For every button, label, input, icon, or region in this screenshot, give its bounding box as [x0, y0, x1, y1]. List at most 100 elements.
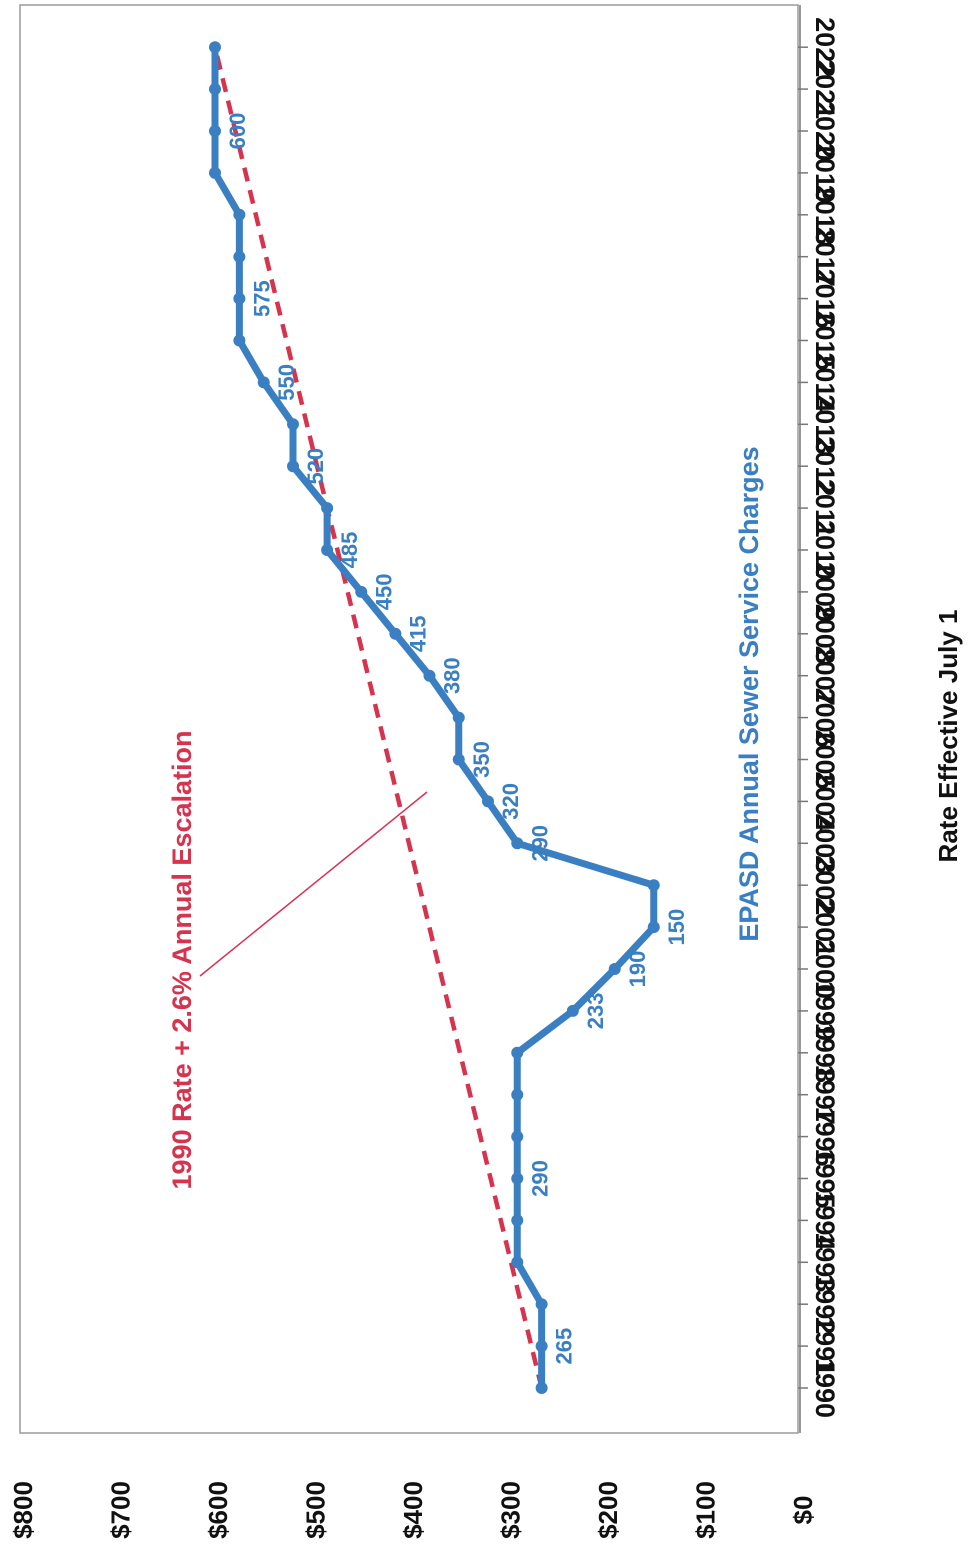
- value-tick-label: $700: [106, 1481, 136, 1539]
- epasd-data-point: [452, 711, 465, 724]
- year-tick-label: 1997: [810, 1065, 840, 1125]
- epasd-data-point: [482, 795, 494, 808]
- epasd-data-point: [209, 83, 221, 96]
- escalation-series-label: 1990 Rate + 2.6% Annual Escalation: [167, 731, 197, 1190]
- year-tick-label: 2012: [810, 436, 840, 496]
- epasd-data-point: [511, 1172, 524, 1185]
- data-label: 550: [274, 364, 299, 401]
- epasd-data-point: [647, 921, 660, 934]
- data-label: 350: [469, 741, 494, 778]
- year-tick-label: 2016: [810, 269, 840, 329]
- epasd-data-point: [511, 837, 524, 850]
- epasd-data-point: [321, 502, 334, 515]
- value-tick-label: $800: [8, 1481, 38, 1539]
- year-tick-label: 2004: [810, 771, 840, 831]
- year-tick-label: 2006: [810, 688, 840, 748]
- epasd-data-point: [233, 292, 246, 305]
- year-tick-label: 2010: [810, 520, 840, 580]
- year-tick-label: 2019: [810, 143, 840, 203]
- data-label: 600: [225, 113, 250, 150]
- year-tick-label: 1998: [810, 1023, 840, 1083]
- epasd-data-point: [423, 669, 436, 682]
- year-tick-label: 2021: [810, 59, 840, 119]
- data-label: 290: [527, 825, 552, 862]
- data-label: 450: [371, 574, 396, 611]
- epasd-series-label: EPASD Annual Sewer Service Charges: [734, 446, 764, 941]
- epasd-data-point: [257, 376, 270, 389]
- plot-area: [19, 4, 799, 1434]
- year-tick-label: 2009: [810, 562, 840, 622]
- epasd-data-point: [209, 166, 221, 179]
- epasd-data-point: [209, 125, 221, 137]
- epasd-data-point: [233, 208, 246, 221]
- year-tick-label: 2000: [810, 939, 840, 999]
- epasd-data-point: [452, 753, 465, 766]
- year-tick-label: 1996: [810, 1107, 840, 1167]
- year-tick-label: 2011: [810, 479, 840, 538]
- epasd-data-point: [389, 627, 402, 640]
- year-tick-label: 1999: [810, 981, 840, 1041]
- year-tick-label: 1991: [810, 1316, 840, 1376]
- data-label: 290: [527, 1160, 552, 1197]
- epasd-data-point: [647, 879, 660, 892]
- data-label: 380: [440, 657, 465, 694]
- epasd-data-point: [535, 1382, 548, 1394]
- data-label: 265: [552, 1328, 577, 1365]
- epasd-data-point: [511, 1256, 524, 1269]
- annotation-layer: 1990 Rate + 2.6% Annual Escalation EPASD…: [167, 446, 963, 1189]
- epasd-data-point: [511, 1088, 524, 1101]
- year-tick-label: 2017: [810, 227, 840, 287]
- year-tick-label: 2003: [810, 813, 840, 873]
- data-label: 485: [337, 532, 362, 569]
- epasd-data-point: [535, 1298, 548, 1311]
- data-label: 575: [249, 280, 274, 317]
- year-tick-label: 2022: [810, 17, 840, 77]
- data-label: 415: [405, 615, 430, 652]
- value-tick-label: $600: [203, 1481, 233, 1539]
- data-label: 190: [625, 951, 650, 988]
- series-layer: [209, 41, 660, 1394]
- epasd-data-point: [608, 963, 621, 975]
- epasd-data-point: [233, 250, 246, 263]
- value-tick-label: $0: [788, 1496, 818, 1525]
- x-axis-ticks: 1990199119921993199419951996199719981999…: [798, 17, 840, 1418]
- x-axis-title: Rate Effective July 1: [933, 610, 963, 863]
- data-labels-layer: 2652902331901502903203503804154504855205…: [225, 113, 689, 1365]
- data-label: 233: [583, 993, 608, 1030]
- year-tick-label: 1993: [810, 1232, 840, 1292]
- epasd-data-point: [511, 1130, 524, 1143]
- epasd-data-point: [287, 460, 299, 473]
- year-tick-label: 2013: [810, 394, 840, 454]
- year-tick-label: 1992: [810, 1274, 840, 1334]
- epasd-data-point: [355, 585, 368, 598]
- epasd-data-point: [566, 1004, 579, 1017]
- epasd-data-point: [535, 1340, 548, 1353]
- value-tick-label: $100: [691, 1481, 721, 1539]
- year-tick-label: 2018: [810, 185, 840, 245]
- value-tick-label: $400: [398, 1481, 428, 1539]
- epasd-data-point: [511, 1046, 524, 1059]
- data-label: 320: [498, 783, 523, 820]
- year-tick-label: 2002: [810, 855, 840, 915]
- year-tick-label: 2014: [810, 352, 840, 412]
- data-label: 150: [664, 909, 689, 946]
- year-tick-label: 2007: [810, 646, 840, 706]
- data-label: 520: [303, 448, 328, 485]
- epasd-data-point: [209, 41, 221, 54]
- epasd-data-point: [233, 334, 246, 347]
- escalation-callout-line: [199, 791, 428, 977]
- y-axis-ticks: $0 $100 $200 $300 $400 $500 $600 $700 $800: [8, 1481, 818, 1539]
- year-tick-label: 2005: [810, 729, 840, 789]
- year-tick-label: 2015: [810, 310, 840, 370]
- epasd-data-point: [321, 544, 334, 556]
- value-tick-label: $200: [593, 1481, 623, 1539]
- epasd-data-point: [511, 1214, 524, 1227]
- value-tick-label: $500: [301, 1481, 331, 1539]
- year-tick-label: 1994: [810, 1190, 840, 1250]
- year-tick-label: 1995: [810, 1148, 840, 1208]
- year-tick-label: 1990: [810, 1358, 840, 1418]
- year-tick-label: 2020: [810, 101, 840, 161]
- value-tick-label: $300: [496, 1481, 526, 1539]
- epasd-data-point: [287, 418, 299, 431]
